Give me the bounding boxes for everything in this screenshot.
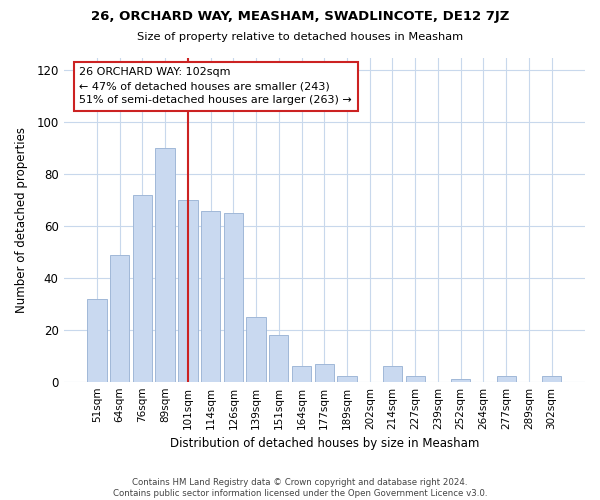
- Bar: [292, 366, 311, 382]
- Bar: [110, 254, 130, 382]
- Bar: [269, 335, 289, 382]
- Bar: [497, 376, 516, 382]
- Bar: [247, 317, 266, 382]
- Bar: [224, 213, 243, 382]
- Text: Size of property relative to detached houses in Measham: Size of property relative to detached ho…: [137, 32, 463, 42]
- Bar: [451, 379, 470, 382]
- Bar: [314, 364, 334, 382]
- Bar: [87, 298, 107, 382]
- Bar: [178, 200, 197, 382]
- Y-axis label: Number of detached properties: Number of detached properties: [15, 126, 28, 312]
- Bar: [337, 376, 356, 382]
- Text: Contains HM Land Registry data © Crown copyright and database right 2024.
Contai: Contains HM Land Registry data © Crown c…: [113, 478, 487, 498]
- Bar: [201, 210, 220, 382]
- Bar: [383, 366, 402, 382]
- Bar: [155, 148, 175, 382]
- Text: 26 ORCHARD WAY: 102sqm
← 47% of detached houses are smaller (243)
51% of semi-de: 26 ORCHARD WAY: 102sqm ← 47% of detached…: [79, 67, 352, 105]
- Bar: [133, 195, 152, 382]
- Bar: [406, 376, 425, 382]
- Bar: [542, 376, 561, 382]
- X-axis label: Distribution of detached houses by size in Measham: Distribution of detached houses by size …: [170, 437, 479, 450]
- Text: 26, ORCHARD WAY, MEASHAM, SWADLINCOTE, DE12 7JZ: 26, ORCHARD WAY, MEASHAM, SWADLINCOTE, D…: [91, 10, 509, 23]
